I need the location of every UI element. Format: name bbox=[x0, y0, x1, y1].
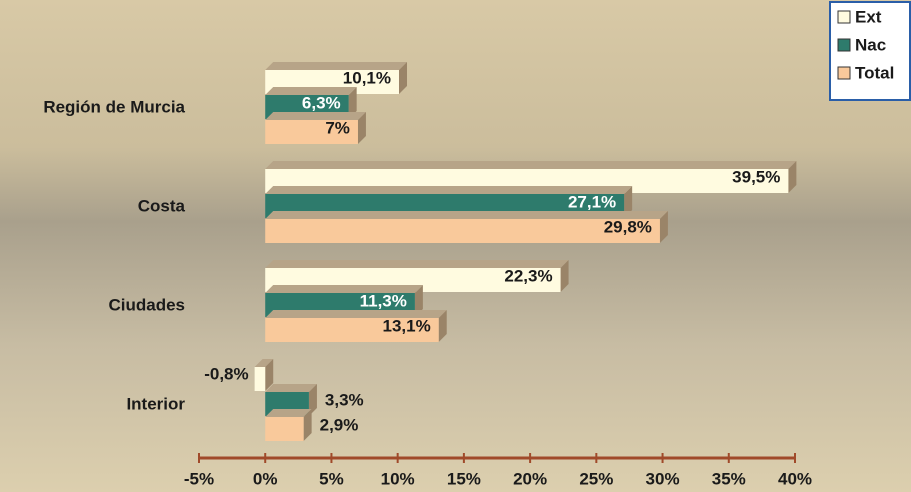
bar-side bbox=[438, 310, 447, 342]
bar-top bbox=[265, 186, 633, 194]
bar-side bbox=[624, 186, 633, 218]
bar-side bbox=[398, 62, 407, 94]
category-label: Interior bbox=[126, 394, 185, 413]
bar bbox=[265, 112, 366, 144]
category-label: Ciudades bbox=[108, 295, 185, 314]
bar-side bbox=[303, 409, 312, 441]
x-tick-label: 40% bbox=[778, 469, 812, 488]
bar-top bbox=[265, 384, 317, 392]
bar-side bbox=[560, 260, 569, 292]
bar-side bbox=[788, 161, 797, 193]
x-tick-label: 30% bbox=[646, 469, 680, 488]
value-label: 3,3% bbox=[325, 390, 364, 409]
bar-top bbox=[265, 62, 407, 70]
bar-top bbox=[265, 260, 569, 268]
bar-face bbox=[254, 367, 266, 391]
category-label: Región de Murcia bbox=[43, 97, 185, 116]
x-tick-label: 5% bbox=[319, 469, 344, 488]
bar-face bbox=[265, 318, 439, 342]
legend: Ext Nac Total bbox=[829, 1, 911, 101]
x-tick-label: 20% bbox=[513, 469, 547, 488]
bar-top bbox=[254, 359, 274, 367]
value-label: 2,9% bbox=[320, 415, 359, 434]
bar-face bbox=[265, 417, 304, 441]
value-label: -0,8% bbox=[204, 364, 248, 383]
value-label: 11,3% bbox=[360, 291, 407, 310]
legend-label: Nac bbox=[855, 35, 886, 54]
bar-side bbox=[357, 112, 366, 144]
bar bbox=[265, 211, 668, 243]
bar-side bbox=[659, 211, 668, 243]
x-tick-label: 35% bbox=[712, 469, 746, 488]
bar-top bbox=[265, 112, 366, 120]
bar bbox=[254, 359, 274, 391]
value-label: 13,1% bbox=[383, 316, 431, 335]
category-label: Costa bbox=[138, 196, 186, 215]
bar-side bbox=[414, 285, 423, 317]
bar-side bbox=[348, 87, 357, 119]
x-tick-label: 25% bbox=[579, 469, 613, 488]
bar-top bbox=[265, 310, 447, 318]
bar bbox=[265, 409, 312, 441]
bar bbox=[265, 310, 447, 342]
legend-swatch bbox=[837, 38, 851, 52]
bar-top bbox=[265, 87, 357, 95]
bar-top bbox=[265, 409, 312, 417]
value-label: 10,1% bbox=[343, 68, 391, 87]
x-tick-label: -5% bbox=[184, 469, 214, 488]
bar-top bbox=[265, 285, 423, 293]
legend-label: Total bbox=[855, 63, 894, 82]
x-tick-label: 10% bbox=[381, 469, 415, 488]
value-label: 6,3% bbox=[302, 93, 341, 112]
value-label: 39,5% bbox=[732, 167, 780, 186]
x-tick-label: 15% bbox=[447, 469, 481, 488]
bar-side bbox=[308, 384, 317, 416]
bar-top bbox=[265, 161, 797, 169]
legend-swatch bbox=[837, 66, 851, 80]
value-label: 27,1% bbox=[568, 192, 616, 211]
value-label: 29,8% bbox=[604, 217, 652, 236]
value-label: 7% bbox=[325, 118, 350, 137]
bar-face bbox=[265, 219, 660, 243]
bar-face bbox=[265, 120, 358, 144]
legend-label: Ext bbox=[855, 7, 882, 26]
bar-side bbox=[265, 359, 274, 391]
bar-top bbox=[265, 211, 668, 219]
x-tick-label: 0% bbox=[253, 469, 278, 488]
legend-swatch bbox=[837, 10, 851, 24]
value-label: 22,3% bbox=[504, 266, 552, 285]
